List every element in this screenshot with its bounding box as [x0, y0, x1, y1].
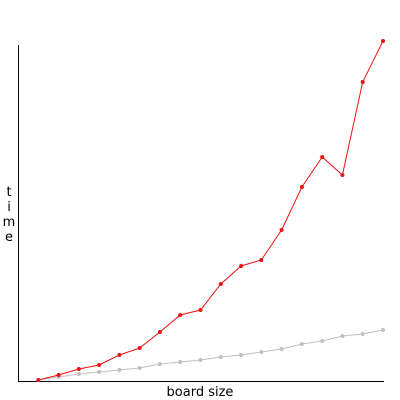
data-point — [320, 339, 325, 343]
series-2 — [36, 328, 385, 382]
data-point — [360, 332, 365, 336]
series-1 — [36, 39, 385, 382]
data-point — [56, 373, 61, 377]
data-point — [279, 347, 284, 351]
data-point — [198, 308, 203, 312]
data-point — [279, 228, 284, 232]
data-point — [340, 173, 345, 177]
series-line — [38, 40, 384, 381]
y-axis-label-char: t — [6, 185, 11, 200]
data-point — [198, 358, 203, 362]
data-point — [178, 313, 183, 317]
y-axis-label-char: i — [7, 200, 11, 215]
data-point — [239, 353, 244, 357]
data-point — [218, 355, 223, 359]
data-point — [76, 367, 81, 371]
y-axis-label-char: m — [3, 215, 16, 230]
data-point — [178, 360, 183, 364]
x-axis-label: board size — [167, 385, 234, 400]
data-point — [340, 334, 345, 338]
data-point — [299, 185, 304, 189]
data-point — [137, 366, 142, 370]
data-point — [117, 368, 122, 372]
data-point — [381, 328, 385, 332]
series-layer — [36, 39, 385, 382]
series-line — [38, 329, 384, 381]
data-point — [299, 342, 304, 346]
data-point — [320, 155, 325, 159]
data-point — [157, 362, 162, 366]
data-point — [259, 350, 264, 354]
data-point — [97, 370, 102, 374]
data-point — [259, 258, 264, 262]
y-axis-label-char: e — [5, 230, 13, 245]
data-point — [97, 363, 102, 367]
data-point — [76, 372, 81, 376]
data-point — [36, 378, 41, 382]
data-point — [137, 346, 142, 350]
data-point — [360, 80, 365, 84]
data-point — [381, 39, 385, 43]
data-point — [239, 264, 244, 268]
data-point — [157, 330, 162, 334]
data-point — [218, 282, 223, 286]
data-point — [117, 353, 122, 357]
